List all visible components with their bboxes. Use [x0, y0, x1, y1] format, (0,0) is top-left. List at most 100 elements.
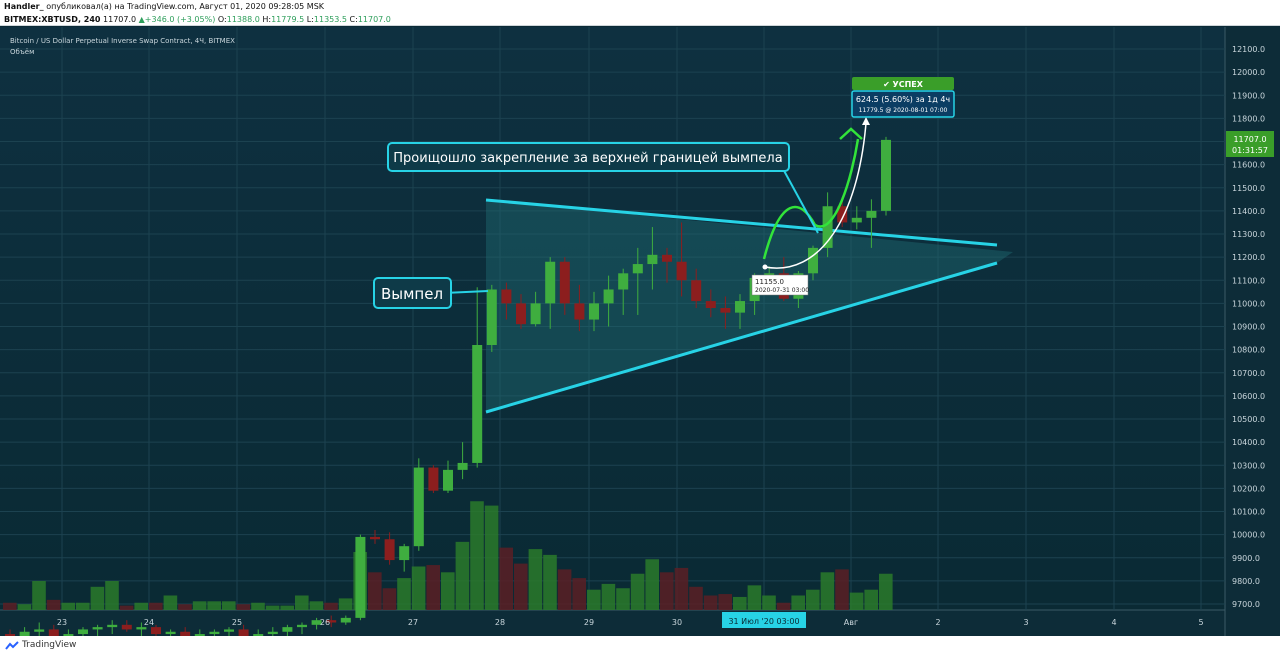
volume-bar	[222, 601, 236, 610]
price-tick-label: 9800.0	[1232, 577, 1260, 586]
volume-bar	[616, 588, 630, 610]
countdown-text: 01:31:57	[1232, 146, 1268, 155]
volume-bar	[543, 554, 557, 610]
price-tick-label: 9700.0	[1232, 600, 1260, 609]
volume-bar	[733, 596, 747, 610]
price-tick-label: 10400.0	[1232, 438, 1265, 447]
volume-bar	[557, 569, 572, 610]
measure-text-2: 11779.5 @ 2020-08-01 07:00	[859, 107, 948, 114]
price-tick-label: 11800.0	[1232, 114, 1265, 123]
candle-body	[413, 467, 424, 547]
price-tick-label: 11000.0	[1232, 299, 1265, 308]
candle-body	[647, 254, 658, 265]
pennant-callout-text: Вымпел	[381, 285, 443, 303]
candle-body	[5, 634, 15, 636]
chart-legend-volume: Объём	[10, 48, 34, 56]
candle-body	[282, 627, 293, 632]
candle-body	[545, 261, 556, 304]
ohlc-open-label: O:	[217, 15, 227, 24]
green-arrow-path-2	[814, 138, 860, 228]
candle-body	[194, 634, 205, 636]
time-tick-label: Авг	[844, 618, 858, 627]
price-tick-label: 11600.0	[1232, 161, 1265, 170]
volume-bar	[864, 589, 878, 610]
time-tick-label: 26	[320, 618, 330, 627]
price-tick-label: 10000.0	[1232, 531, 1265, 540]
candle-body	[720, 308, 731, 313]
candle-body	[399, 546, 410, 561]
volume-bar	[178, 604, 192, 610]
ohlc-high: 11779.5	[271, 15, 305, 24]
candle-body	[866, 210, 877, 218]
ohlc-low: 11353.5	[313, 15, 347, 24]
time-tick-label: 3	[1023, 618, 1028, 627]
candle-body	[209, 631, 220, 635]
volume-bar	[747, 585, 762, 610]
price-tick-label: 10300.0	[1232, 461, 1265, 470]
candle-body	[516, 303, 526, 325]
tradingview-logo-icon	[5, 641, 19, 650]
price-chart[interactable]: Вымпел Проищошло закрепление за верхней …	[0, 27, 1280, 636]
volume-bar	[762, 595, 776, 610]
time-tick-label: 4	[1111, 618, 1116, 627]
candle-body	[151, 627, 161, 635]
volume-bar	[879, 573, 893, 610]
ohlc-low-label: L:	[306, 15, 314, 24]
candle-body	[224, 629, 234, 632]
volume-bar	[835, 569, 849, 610]
candle-body	[384, 539, 395, 561]
volume-bar	[572, 578, 586, 610]
candle-body	[180, 631, 191, 636]
candle-body	[589, 303, 599, 320]
volume-bar	[105, 581, 119, 610]
candle-body	[632, 264, 643, 274]
time-tick-label: 2	[935, 618, 940, 627]
price-tick-label: 10900.0	[1232, 323, 1265, 332]
measure-text-1: 624.5 (5.60%) за 1д 4ч	[856, 95, 950, 104]
volume-bar	[382, 588, 397, 610]
current-price-text: 11707.0	[1233, 135, 1266, 144]
ohlc-high-label: H:	[262, 15, 272, 24]
volume-bar	[411, 566, 426, 610]
candle-body	[603, 289, 614, 304]
candle-body	[253, 634, 264, 636]
candle-body	[691, 280, 702, 302]
candle-body	[326, 620, 337, 623]
volume-bar	[76, 602, 90, 610]
candle-body	[311, 620, 322, 625]
candle-body	[837, 206, 848, 223]
price-tick-label: 11400.0	[1232, 207, 1265, 216]
candle-body	[428, 467, 439, 491]
time-tick-label: 29	[584, 618, 594, 627]
candle-body	[662, 254, 672, 262]
footer-brand[interactable]: TradingView	[22, 640, 77, 650]
time-tick-label: 30	[672, 618, 682, 627]
price-change: ▲+346.0 (+3.05%)	[138, 15, 216, 24]
time-axis-ticks: 23 24 25 26 27 28 29 30 31 Июл '20 03:00 Авг 2 3 4 5	[57, 612, 1204, 628]
price-tick-label: 12100.0	[1232, 45, 1265, 54]
volume-bar	[32, 581, 46, 610]
volume-bar	[484, 505, 499, 610]
publish-info: опубликовал(а) на TradingView.com, Авгус…	[46, 2, 325, 11]
time-tick-label: 28	[495, 618, 505, 627]
volume-bar	[251, 602, 265, 610]
start-label-time: 2020-07-31 03:00	[755, 287, 809, 294]
time-tick-label: 24	[144, 618, 154, 627]
volume-bar	[265, 605, 280, 610]
volume-bar	[3, 602, 17, 610]
volume-bar	[587, 589, 601, 610]
price-tick-label: 11900.0	[1232, 91, 1265, 100]
candle-body	[238, 629, 249, 636]
volume-bar	[119, 605, 134, 610]
candle-body	[735, 301, 745, 313]
candle-body	[501, 289, 512, 304]
volume-bar	[207, 601, 221, 610]
plot-area	[0, 27, 1225, 610]
volume-bar	[776, 602, 791, 610]
volume-bar	[499, 547, 513, 610]
candle-body	[48, 629, 59, 636]
current-price-badge	[1226, 131, 1274, 157]
publish-header: Handler_ опубликовал(а) на TradingView.c…	[0, 0, 1280, 13]
candle-body	[165, 631, 176, 635]
start-label-box	[751, 274, 809, 296]
